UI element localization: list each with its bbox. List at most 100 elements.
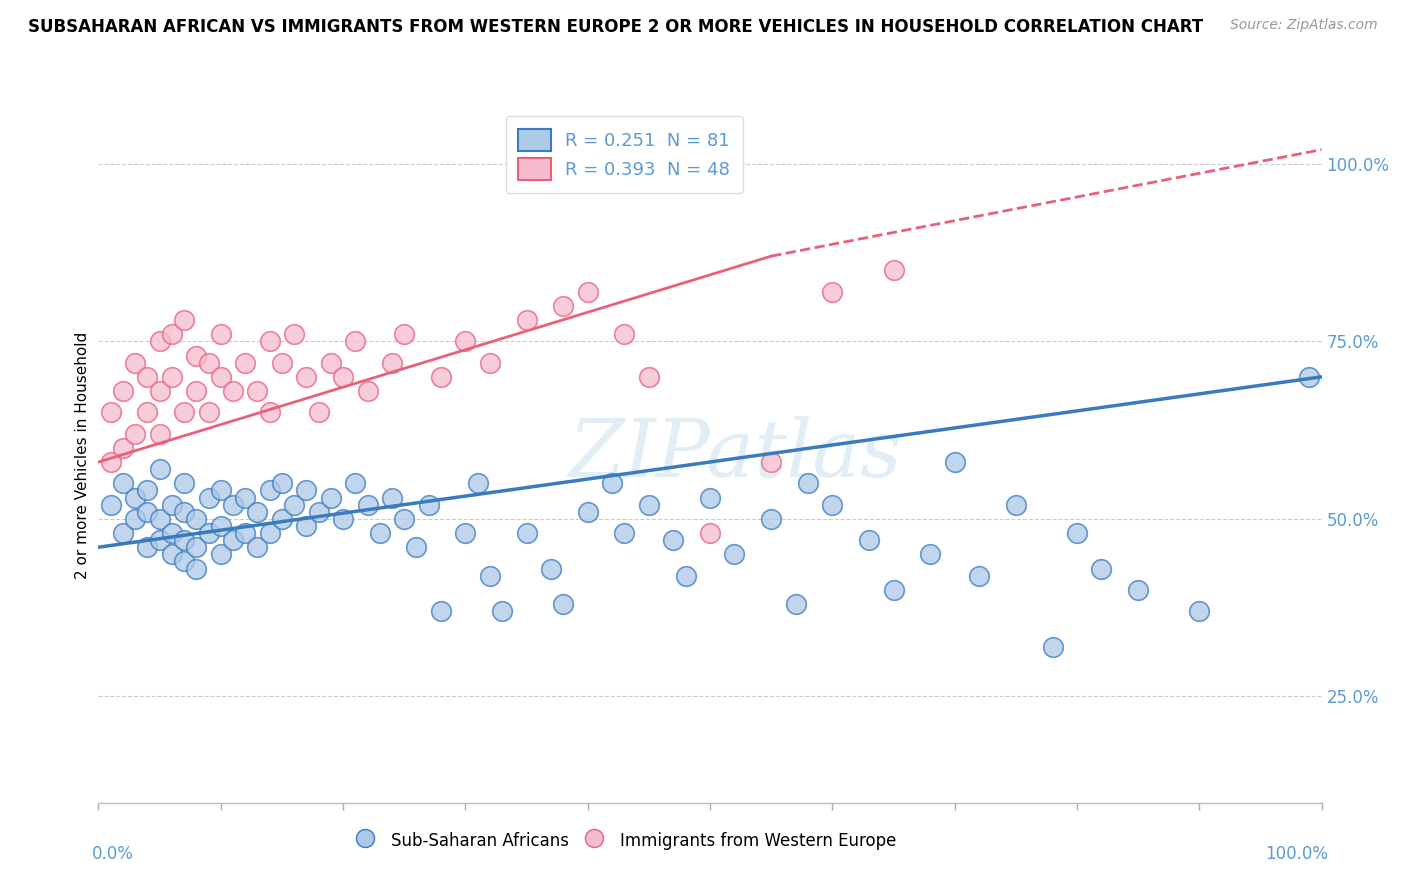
Point <box>209 327 232 342</box>
Point <box>173 313 195 327</box>
Point <box>173 554 195 568</box>
Point <box>160 327 183 342</box>
Point <box>136 505 159 519</box>
Point <box>943 455 966 469</box>
Point <box>332 512 354 526</box>
Point <box>967 568 990 582</box>
Point <box>613 327 636 342</box>
Point <box>295 369 318 384</box>
Point <box>259 405 281 419</box>
Point <box>246 540 269 554</box>
Point <box>308 405 330 419</box>
Point <box>392 327 416 342</box>
Point <box>186 384 208 398</box>
Point <box>319 356 342 370</box>
Point <box>173 405 195 419</box>
Point <box>699 491 721 505</box>
Point <box>186 512 208 526</box>
Point <box>553 597 575 611</box>
Point <box>308 505 330 519</box>
Point <box>1042 640 1064 654</box>
Point <box>883 582 905 597</box>
Point <box>160 498 183 512</box>
Legend: Sub-Saharan Africans, Immigrants from Western Europe: Sub-Saharan Africans, Immigrants from We… <box>346 823 903 857</box>
Text: 100.0%: 100.0% <box>1265 845 1327 863</box>
Point <box>197 491 219 505</box>
Point <box>478 568 501 582</box>
Point <box>540 561 562 575</box>
Point <box>136 540 159 554</box>
Point <box>576 505 599 519</box>
Point <box>270 476 294 491</box>
Point <box>111 476 134 491</box>
Point <box>100 405 122 419</box>
Point <box>332 369 354 384</box>
Point <box>1066 526 1088 541</box>
Point <box>149 384 172 398</box>
Point <box>454 334 477 349</box>
Point <box>222 498 245 512</box>
Point <box>124 512 146 526</box>
Point <box>858 533 880 548</box>
Point <box>173 476 195 491</box>
Point <box>259 483 281 498</box>
Point <box>136 483 159 498</box>
Point <box>576 285 599 299</box>
Point <box>173 505 195 519</box>
Point <box>149 426 172 441</box>
Point <box>821 285 844 299</box>
Point <box>797 476 820 491</box>
Point <box>675 568 697 582</box>
Point <box>186 349 208 363</box>
Point <box>761 455 783 469</box>
Point <box>821 498 844 512</box>
Point <box>209 547 232 561</box>
Point <box>491 604 513 618</box>
Point <box>638 498 661 512</box>
Point <box>197 405 219 419</box>
Point <box>233 356 256 370</box>
Point <box>259 334 281 349</box>
Point <box>111 384 134 398</box>
Point <box>209 483 232 498</box>
Point <box>785 597 807 611</box>
Point <box>270 356 294 370</box>
Point <box>295 483 318 498</box>
Point <box>160 369 183 384</box>
Text: SUBSAHARAN AFRICAN VS IMMIGRANTS FROM WESTERN EUROPE 2 OR MORE VEHICLES IN HOUSE: SUBSAHARAN AFRICAN VS IMMIGRANTS FROM WE… <box>28 18 1204 36</box>
Point <box>405 540 427 554</box>
Point <box>100 498 122 512</box>
Point <box>638 369 661 384</box>
Point <box>723 547 745 561</box>
Point <box>662 533 685 548</box>
Point <box>149 533 172 548</box>
Point <box>149 462 172 476</box>
Point <box>149 334 172 349</box>
Point <box>259 526 281 541</box>
Point <box>344 334 367 349</box>
Point <box>368 526 391 541</box>
Point <box>553 299 575 313</box>
Point <box>356 498 378 512</box>
Text: Source: ZipAtlas.com: Source: ZipAtlas.com <box>1230 18 1378 32</box>
Point <box>392 512 416 526</box>
Point <box>319 491 342 505</box>
Point <box>124 426 146 441</box>
Point <box>186 561 208 575</box>
Point <box>209 369 232 384</box>
Point <box>149 512 172 526</box>
Point <box>600 476 623 491</box>
Point <box>1128 582 1150 597</box>
Point <box>270 512 294 526</box>
Point <box>173 533 195 548</box>
Point <box>283 498 305 512</box>
Point <box>478 356 501 370</box>
Point <box>454 526 477 541</box>
Point <box>197 356 219 370</box>
Point <box>246 384 269 398</box>
Point <box>111 526 134 541</box>
Point <box>222 533 245 548</box>
Point <box>222 384 245 398</box>
Point <box>430 369 453 384</box>
Point <box>344 476 367 491</box>
